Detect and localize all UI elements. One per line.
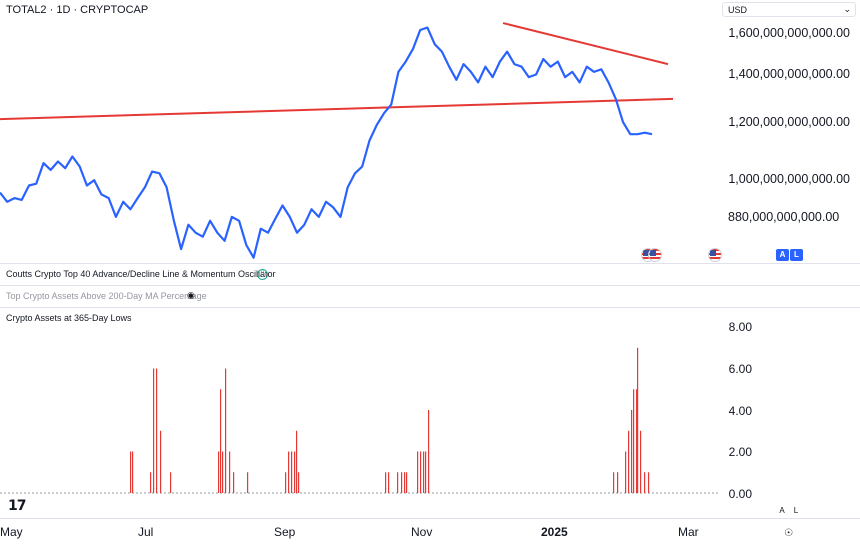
lows-bar[interactable] — [288, 451, 290, 494]
lows-bar[interactable] — [229, 451, 231, 494]
price-label-1400: 1,400,000,000,000.00 — [728, 67, 850, 81]
lows-bar[interactable] — [222, 451, 224, 494]
lows-bar[interactable] — [425, 451, 427, 494]
time-label-2025: 2025 — [541, 525, 568, 539]
lows-bar[interactable] — [637, 347, 639, 493]
lows-bar[interactable] — [160, 430, 162, 493]
resistance-trendline[interactable] — [502, 22, 669, 66]
price-label-1600: 1,600,000,000,000.00 — [728, 26, 850, 40]
price-label-1000: 1,000,000,000,000.00 — [728, 172, 850, 186]
chevron-down-icon: ⌄ — [843, 4, 851, 14]
auto-scale-button[interactable]: A — [776, 249, 789, 261]
lows-bar[interactable] — [631, 410, 633, 493]
support-trendline[interactable] — [0, 97, 674, 121]
eye-icon[interactable]: ◉ — [187, 290, 195, 300]
gear-icon[interactable]: ☉ — [784, 528, 793, 539]
lows-bar[interactable] — [404, 472, 406, 493]
lows-bar[interactable] — [132, 451, 134, 494]
currency-select[interactable]: USD ⌄ — [722, 2, 856, 17]
symbol-title[interactable]: TOTAL2 · 1D · CRYPTOCAP — [6, 4, 149, 16]
time-label-nov: Nov — [411, 525, 433, 539]
price-series-line[interactable] — [0, 26, 653, 259]
lows-bar[interactable] — [628, 430, 630, 493]
time-label-sep: Sep — [274, 525, 296, 539]
auto-scale-button[interactable]: A — [779, 506, 785, 515]
price-chart[interactable] — [0, 0, 860, 262]
lows-bar[interactable] — [156, 368, 158, 494]
lows-bar[interactable] — [388, 472, 390, 493]
lows-bar[interactable] — [285, 472, 287, 493]
lows-bar[interactable] — [406, 472, 408, 493]
pane-divider[interactable] — [0, 263, 860, 264]
lows-bar[interactable] — [233, 472, 235, 493]
lows-bar[interactable] — [633, 389, 635, 493]
currency-value: USD — [728, 5, 748, 15]
lows-bar[interactable] — [296, 430, 298, 493]
log-scale-button[interactable]: L — [790, 249, 803, 261]
lows-bar[interactable] — [648, 472, 650, 493]
lows-bar[interactable] — [625, 451, 627, 494]
lows-bar[interactable] — [640, 430, 642, 493]
price-label-1200: 1,200,000,000,000.00 — [728, 115, 850, 129]
lows-bar[interactable] — [613, 472, 615, 493]
lows-bar[interactable] — [397, 472, 399, 493]
lows-bar[interactable] — [225, 368, 227, 494]
us-flag-icon[interactable] — [708, 248, 722, 262]
lows-bar[interactable] — [247, 472, 249, 493]
lows-bar[interactable] — [130, 451, 132, 494]
lows-bar[interactable] — [428, 410, 430, 493]
lows-bar[interactable] — [401, 472, 403, 493]
code-brace-icon[interactable]: {} — [257, 269, 268, 280]
lows-bar[interactable] — [298, 472, 300, 493]
indicator-title-365-day-lows[interactable]: Crypto Assets at 365-Day Lows — [6, 313, 132, 323]
lows-bar[interactable] — [220, 389, 222, 493]
indicator-title-above-ma[interactable]: Top Crypto Assets Above 200-Day MA Perce… — [6, 291, 207, 301]
lows-bar[interactable] — [423, 451, 425, 494]
time-label-may: May — [0, 525, 23, 539]
indicator-title-advance-decline[interactable]: Coutts Crypto Top 40 Advance/Decline Lin… — [6, 269, 276, 279]
lows-bar[interactable] — [294, 451, 296, 494]
osc-label-6: 6.00 — [728, 362, 752, 376]
lows-bar[interactable] — [644, 472, 646, 493]
osc-label-2: 2.00 — [728, 445, 752, 459]
pane-divider[interactable] — [0, 307, 860, 308]
tradingview-logo-icon[interactable]: 17 — [8, 498, 27, 514]
time-axis-divider — [0, 518, 860, 519]
lows-bar[interactable] — [420, 451, 422, 494]
lows-bar[interactable] — [150, 472, 152, 493]
us-flag-icon[interactable] — [648, 248, 662, 262]
osc-label-8: 8.00 — [728, 320, 752, 334]
lows-bar[interactable] — [636, 389, 638, 493]
lows-bar[interactable] — [218, 451, 220, 494]
log-scale-button[interactable]: L — [793, 506, 799, 515]
osc-label-4: 4.00 — [728, 404, 752, 418]
lows-bar[interactable] — [617, 472, 619, 493]
lows-bar[interactable] — [385, 472, 387, 493]
lows-bar[interactable] — [153, 368, 155, 494]
time-label-jul: Jul — [138, 525, 154, 539]
lows-bar[interactable] — [417, 451, 419, 494]
lows-bar[interactable] — [291, 451, 293, 494]
osc-label-0: 0.00 — [728, 487, 752, 501]
lows-bar[interactable] — [170, 472, 172, 493]
pane-divider[interactable] — [0, 285, 860, 286]
time-label-mar: Mar — [678, 525, 699, 539]
price-label-880: 880,000,000,000.00 — [728, 210, 840, 224]
